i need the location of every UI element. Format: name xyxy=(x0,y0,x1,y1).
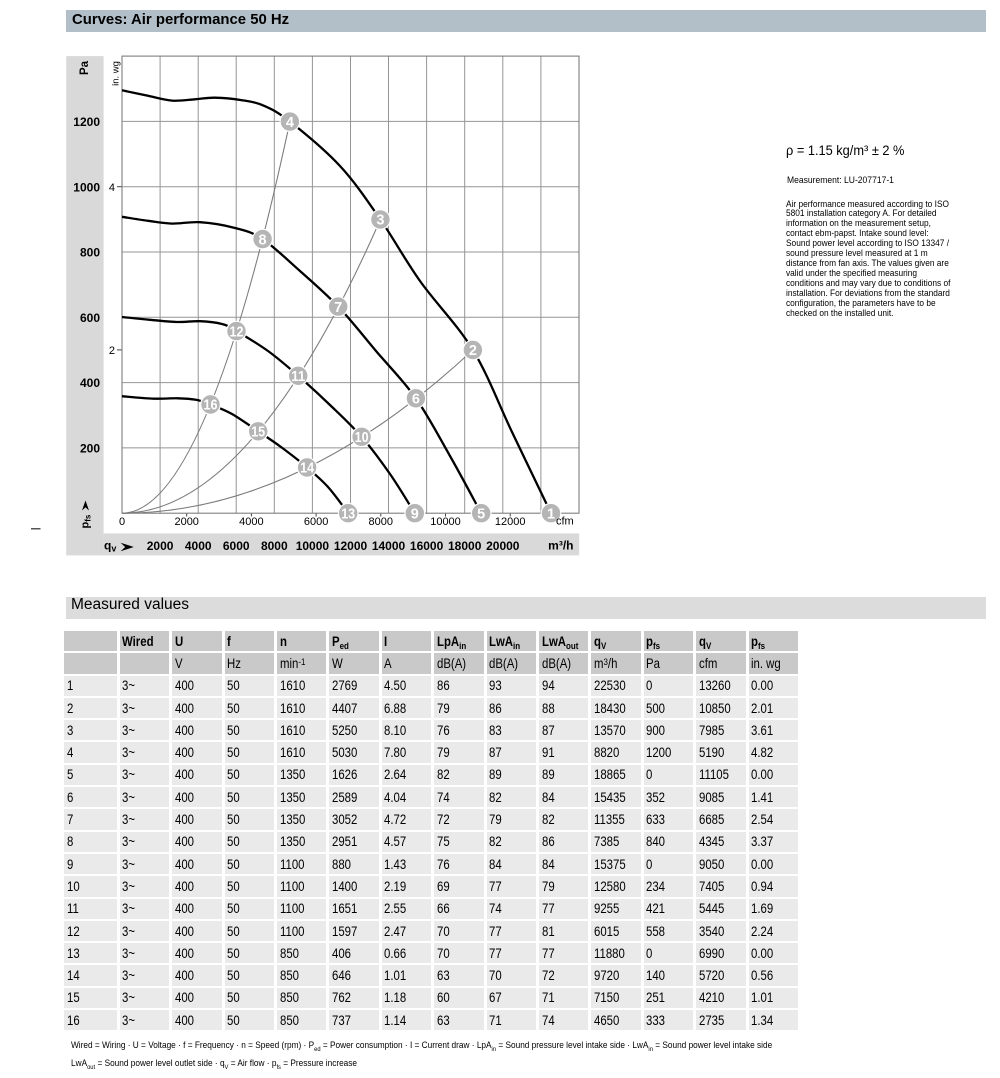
svg-text:800: 800 xyxy=(80,246,100,260)
svg-text:2: 2 xyxy=(469,343,477,359)
svg-text:4: 4 xyxy=(109,182,115,194)
svg-text:1000: 1000 xyxy=(73,180,100,194)
svg-text:200: 200 xyxy=(80,442,100,456)
svg-text:in. wg: in. wg xyxy=(111,61,122,86)
svg-text:5: 5 xyxy=(477,506,485,522)
svg-text:2000: 2000 xyxy=(147,539,174,553)
svg-text:0: 0 xyxy=(119,516,125,528)
svg-text:3: 3 xyxy=(376,213,384,229)
svg-text:14000: 14000 xyxy=(372,539,406,553)
svg-text:1200: 1200 xyxy=(73,115,100,129)
svg-text:6: 6 xyxy=(412,392,420,408)
svg-text:20000: 20000 xyxy=(486,539,520,553)
svg-text:13: 13 xyxy=(341,506,355,522)
svg-text:16: 16 xyxy=(204,398,218,414)
svg-text:8000: 8000 xyxy=(369,516,393,528)
svg-text:4000: 4000 xyxy=(185,539,212,553)
svg-text:12000: 12000 xyxy=(334,539,368,553)
svg-text:6000: 6000 xyxy=(304,516,328,528)
svg-text:2: 2 xyxy=(109,345,115,357)
svg-text:15: 15 xyxy=(251,425,265,441)
svg-text:8000: 8000 xyxy=(261,539,288,553)
svg-text:9: 9 xyxy=(411,506,419,522)
svg-text:4000: 4000 xyxy=(239,516,263,528)
svg-text:1: 1 xyxy=(547,506,555,522)
svg-text:18000: 18000 xyxy=(448,539,482,553)
svg-text:400: 400 xyxy=(80,376,100,390)
svg-text:m³/h: m³/h xyxy=(548,539,573,553)
svg-text:cfm: cfm xyxy=(556,516,574,528)
svg-text:7: 7 xyxy=(334,300,342,316)
svg-text:4: 4 xyxy=(286,115,294,131)
svg-text:600: 600 xyxy=(80,311,100,325)
svg-text:8: 8 xyxy=(259,232,267,248)
svg-text:6000: 6000 xyxy=(223,539,250,553)
svg-text:pfs: pfs xyxy=(80,514,93,528)
svg-text:12000: 12000 xyxy=(495,516,526,528)
svg-text:12: 12 xyxy=(230,324,244,340)
svg-text:14: 14 xyxy=(300,461,314,477)
svg-text:Pa: Pa xyxy=(79,60,91,75)
svg-text:16000: 16000 xyxy=(410,539,444,553)
svg-text:2000: 2000 xyxy=(174,516,198,528)
svg-text:10: 10 xyxy=(355,430,369,446)
svg-text:10000: 10000 xyxy=(430,516,461,528)
svg-text:11: 11 xyxy=(291,369,305,385)
svg-text:10000: 10000 xyxy=(296,539,330,553)
